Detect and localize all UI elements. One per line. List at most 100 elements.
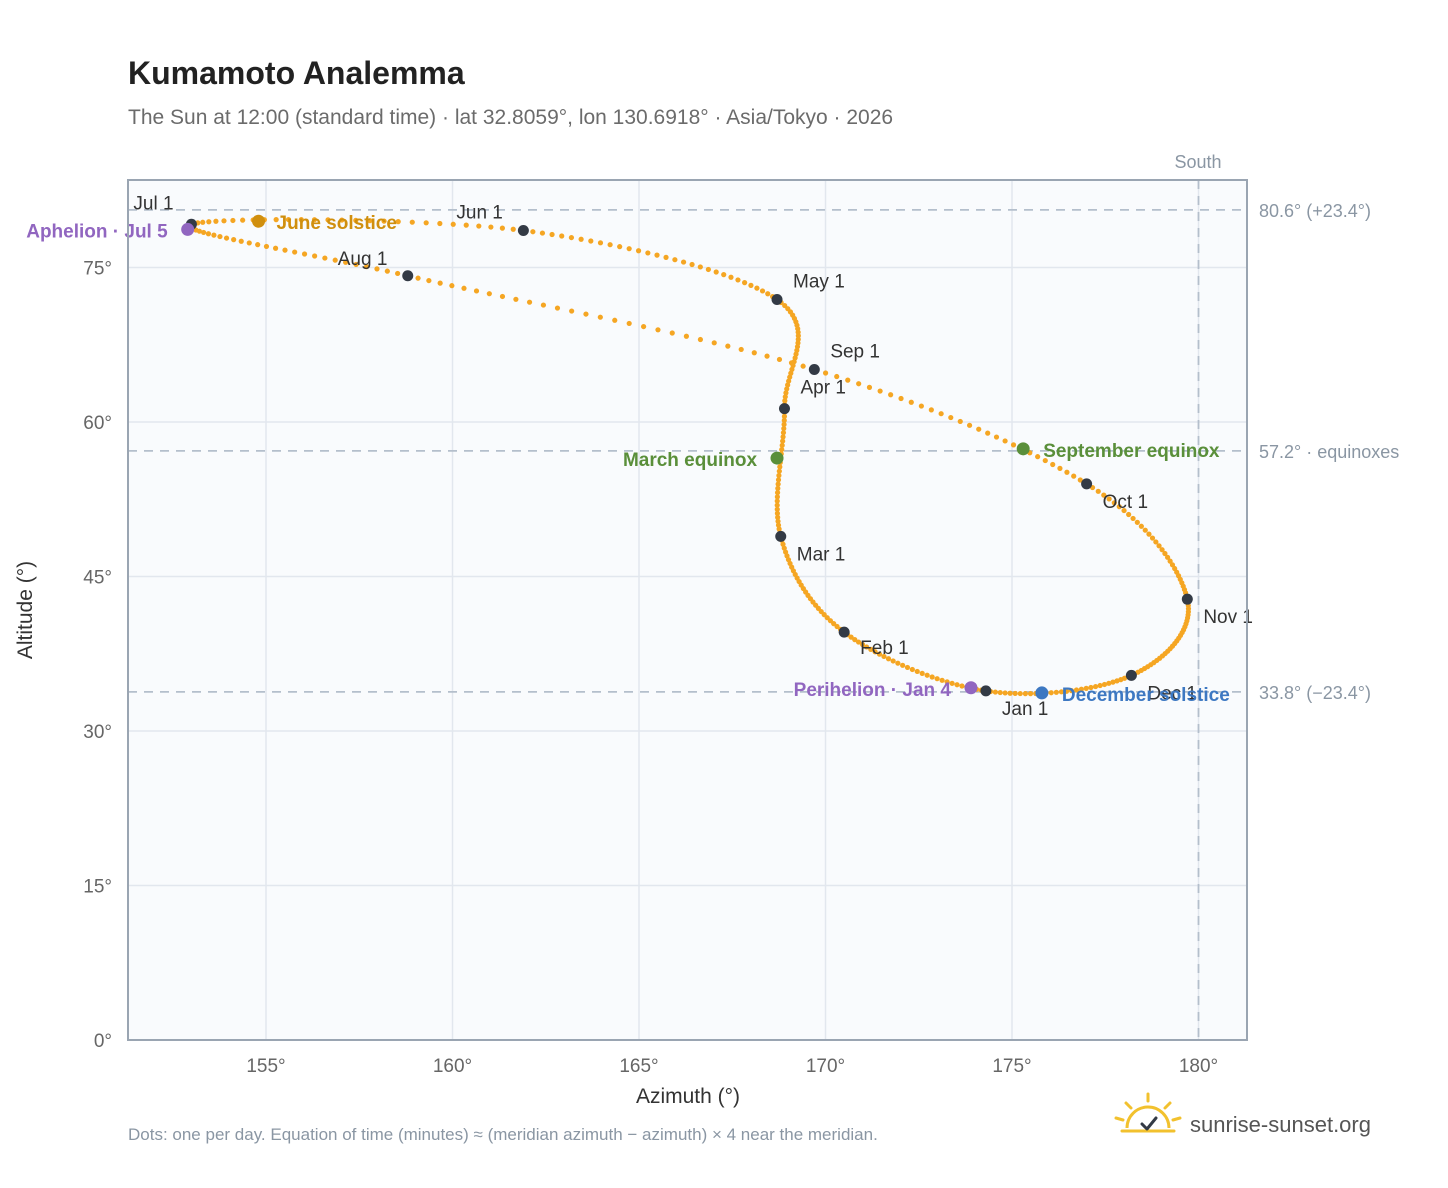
- daily-dot: [1027, 691, 1034, 697]
- daily-dot: [781, 425, 787, 432]
- daily-dot: [721, 272, 727, 278]
- daily-dot: [569, 308, 575, 314]
- daily-dot: [1106, 680, 1112, 686]
- month-label: Feb 1: [860, 638, 909, 659]
- daily-dot: [1017, 690, 1023, 697]
- plot-frame: [127, 179, 1248, 1041]
- daily-dot: [285, 216, 292, 223]
- daily-dot: [513, 296, 519, 302]
- daily-dot: [583, 311, 589, 317]
- daily-dot: [645, 250, 651, 256]
- month-label: Oct 1: [1103, 492, 1148, 513]
- daily-dot: [635, 248, 642, 254]
- daily-dot: [775, 485, 781, 491]
- daily-dot: [1058, 689, 1065, 695]
- daily-dot: [1002, 438, 1008, 444]
- daily-dot: [834, 373, 840, 380]
- daily-dot: [1073, 687, 1080, 693]
- daily-dot: [223, 235, 230, 241]
- daily-dot: [788, 360, 795, 366]
- daily-dot: [612, 317, 618, 323]
- daily-dot: [748, 282, 754, 288]
- daily-dot: [1111, 500, 1117, 506]
- daily-dot: [856, 381, 862, 387]
- daily-dot: [924, 672, 930, 678]
- x-tick-label: 180°: [1179, 1056, 1218, 1077]
- plot-area: [128, 180, 1247, 1040]
- daily-dot: [476, 223, 482, 229]
- daily-dot: [938, 411, 944, 417]
- daily-dot: [992, 689, 998, 695]
- daily-dot: [626, 246, 632, 252]
- daily-dot: [238, 238, 244, 244]
- daily-dot: [325, 217, 331, 223]
- daily-dot: [1162, 550, 1168, 557]
- daily-dot: [488, 224, 494, 230]
- daily-dot: [775, 522, 782, 528]
- daily-dot: [578, 236, 584, 242]
- daily-dot: [728, 274, 734, 280]
- daily-dot: [597, 314, 603, 320]
- daily-dot: [939, 677, 945, 683]
- daily-dot: [800, 363, 806, 369]
- daily-dot: [775, 481, 781, 487]
- daily-dot: [822, 370, 829, 376]
- daily-dot: [774, 498, 780, 504]
- daily-dot: [607, 242, 613, 248]
- daily-dot: [311, 217, 318, 223]
- daily-dot: [231, 237, 237, 243]
- daily-dot: [1116, 504, 1122, 510]
- daily-dot: [196, 228, 203, 234]
- daily-dot: [795, 336, 801, 342]
- daily-dot: [263, 243, 270, 250]
- daily-dot: [784, 386, 790, 392]
- brand-logo[interactable]: sunrise-sunset.org: [1114, 1092, 1371, 1137]
- event-marker: [770, 451, 784, 465]
- reference-line-label: 33.8° (−23.4°): [1259, 683, 1371, 703]
- daily-dot: [211, 232, 217, 238]
- month-label: Nov 1: [1203, 607, 1253, 628]
- daily-dot: [1095, 488, 1101, 494]
- daily-dot: [200, 229, 207, 236]
- daily-dot: [655, 327, 661, 333]
- daily-dot: [888, 392, 894, 398]
- daily-dot: [782, 302, 788, 309]
- daily-dot: [559, 233, 565, 239]
- event-marker: [964, 681, 978, 695]
- daily-dot: [775, 477, 782, 483]
- x-tick-label: 155°: [246, 1056, 285, 1077]
- daily-dot: [1022, 691, 1028, 697]
- daily-dot: [641, 323, 647, 330]
- daily-dot: [1064, 469, 1070, 475]
- daily-dot: [1138, 523, 1144, 529]
- daily-dot: [697, 336, 704, 343]
- event-marker: [252, 214, 266, 228]
- daily-dot: [367, 218, 373, 224]
- y-axis-title: Altitude (°): [14, 561, 37, 659]
- daily-dot: [881, 653, 887, 660]
- daily-dot: [725, 343, 731, 349]
- daily-dot: [680, 259, 687, 265]
- daily-dot: [395, 219, 401, 225]
- daily-dot: [353, 217, 359, 223]
- daily-dot: [426, 277, 432, 284]
- daily-dot: [993, 434, 1000, 440]
- month-label: Dec 1: [1147, 683, 1197, 704]
- daily-dot: [885, 656, 892, 662]
- daily-dot: [1134, 519, 1140, 525]
- event-label: June solstice: [277, 213, 397, 234]
- daily-dot: [332, 257, 338, 263]
- daily-dot: [1110, 679, 1116, 685]
- daily-dot: [1002, 690, 1008, 696]
- event-marker: [1035, 686, 1049, 700]
- reference-line-label: 80.6° (+23.4°): [1259, 201, 1371, 221]
- daily-dot: [976, 426, 982, 432]
- month-label: Sep 1: [830, 342, 880, 363]
- daily-dot: [1101, 492, 1107, 498]
- daily-dot: [774, 490, 781, 496]
- daily-dot: [689, 261, 695, 268]
- daily-dot: [463, 222, 469, 228]
- daily-dot: [781, 545, 787, 551]
- month-label: Apr 1: [800, 378, 845, 399]
- month-marker: [775, 530, 787, 542]
